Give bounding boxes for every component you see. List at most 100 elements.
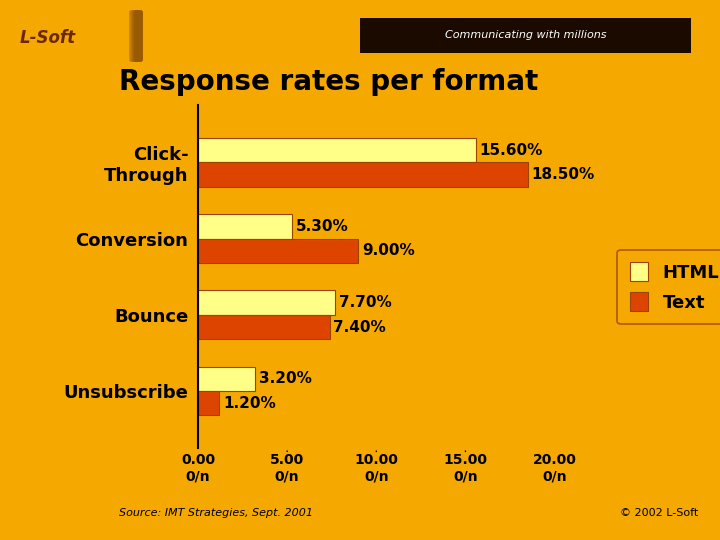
Bar bbox=[135, 10, 141, 60]
Bar bbox=[130, 10, 136, 60]
Bar bbox=[134, 10, 140, 60]
Bar bbox=[130, 10, 135, 60]
Text: 7.70%: 7.70% bbox=[339, 295, 392, 310]
Bar bbox=[134, 10, 140, 60]
Bar bbox=[133, 10, 139, 60]
Bar bbox=[130, 10, 136, 60]
Bar bbox=[133, 10, 139, 60]
Bar bbox=[132, 10, 138, 60]
Bar bbox=[135, 10, 141, 60]
Bar bbox=[132, 10, 138, 60]
Bar bbox=[132, 10, 138, 60]
Bar bbox=[135, 10, 140, 60]
Bar bbox=[130, 10, 135, 60]
Bar bbox=[133, 10, 139, 60]
Bar bbox=[132, 10, 138, 60]
Text: 7.40%: 7.40% bbox=[333, 320, 386, 335]
Bar bbox=[131, 10, 137, 60]
Bar bbox=[130, 10, 136, 60]
Text: © 2002 L-Soft: © 2002 L-Soft bbox=[620, 508, 698, 518]
Bar bbox=[131, 10, 137, 60]
Bar bbox=[133, 10, 140, 60]
Bar bbox=[134, 10, 140, 60]
Bar bbox=[133, 10, 139, 60]
Bar bbox=[132, 10, 138, 60]
Bar bbox=[131, 10, 137, 60]
Bar bbox=[130, 10, 136, 60]
Bar bbox=[134, 10, 140, 60]
Bar bbox=[132, 10, 138, 60]
Bar bbox=[198, 291, 336, 315]
Bar bbox=[132, 10, 138, 60]
Bar bbox=[130, 10, 136, 60]
Text: 3.20%: 3.20% bbox=[258, 372, 312, 386]
Bar bbox=[135, 10, 141, 60]
Legend: HTML, Text: HTML, Text bbox=[618, 249, 720, 325]
Bar bbox=[132, 10, 138, 60]
Bar bbox=[130, 10, 136, 60]
Bar bbox=[130, 10, 137, 60]
Bar bbox=[134, 10, 140, 60]
Bar bbox=[198, 391, 220, 415]
Bar bbox=[133, 10, 139, 60]
Bar bbox=[133, 10, 140, 60]
Bar bbox=[130, 10, 136, 60]
Bar bbox=[133, 10, 140, 60]
Bar bbox=[130, 10, 136, 60]
Bar bbox=[131, 10, 138, 60]
Bar bbox=[134, 10, 140, 60]
Bar bbox=[132, 10, 138, 60]
Bar bbox=[132, 10, 138, 60]
Bar bbox=[131, 10, 137, 60]
Bar bbox=[135, 10, 141, 60]
Bar bbox=[198, 239, 359, 263]
Bar bbox=[135, 10, 140, 60]
Bar bbox=[133, 10, 139, 60]
Bar bbox=[135, 10, 141, 60]
Bar bbox=[131, 10, 138, 60]
Bar bbox=[132, 10, 139, 60]
Bar bbox=[135, 10, 140, 60]
Text: 1.20%: 1.20% bbox=[223, 396, 276, 411]
Bar bbox=[198, 163, 528, 187]
Bar bbox=[130, 10, 137, 60]
Bar bbox=[132, 10, 138, 60]
Bar bbox=[134, 10, 140, 60]
Bar bbox=[131, 10, 137, 60]
Bar bbox=[130, 10, 136, 60]
Bar bbox=[131, 10, 137, 60]
Bar bbox=[130, 10, 135, 60]
Bar bbox=[132, 10, 138, 60]
Bar bbox=[131, 10, 137, 60]
Bar bbox=[134, 10, 140, 60]
Bar bbox=[135, 10, 141, 60]
Bar bbox=[132, 10, 138, 60]
Bar bbox=[133, 10, 139, 60]
Bar bbox=[133, 10, 139, 60]
Bar bbox=[131, 10, 137, 60]
Bar bbox=[135, 10, 140, 60]
Bar bbox=[130, 10, 135, 60]
Bar bbox=[360, 17, 691, 52]
Bar bbox=[130, 10, 137, 60]
Bar bbox=[130, 10, 136, 60]
Bar bbox=[135, 10, 141, 60]
Bar bbox=[135, 10, 141, 60]
Bar bbox=[132, 10, 138, 60]
Bar bbox=[130, 10, 136, 60]
Bar bbox=[132, 10, 138, 60]
Text: 9.00%: 9.00% bbox=[362, 244, 415, 258]
Bar bbox=[132, 10, 138, 60]
Text: 15.60%: 15.60% bbox=[480, 143, 543, 158]
Bar bbox=[134, 10, 140, 60]
Bar bbox=[134, 10, 140, 60]
Text: 18.50%: 18.50% bbox=[531, 167, 595, 182]
Text: 5.30%: 5.30% bbox=[296, 219, 348, 234]
Bar bbox=[131, 10, 137, 60]
Bar bbox=[134, 10, 140, 60]
Bar bbox=[135, 10, 140, 60]
Bar bbox=[135, 10, 140, 60]
Text: Communicating with millions: Communicating with millions bbox=[445, 30, 606, 40]
Bar bbox=[133, 10, 139, 60]
Bar bbox=[132, 10, 138, 60]
